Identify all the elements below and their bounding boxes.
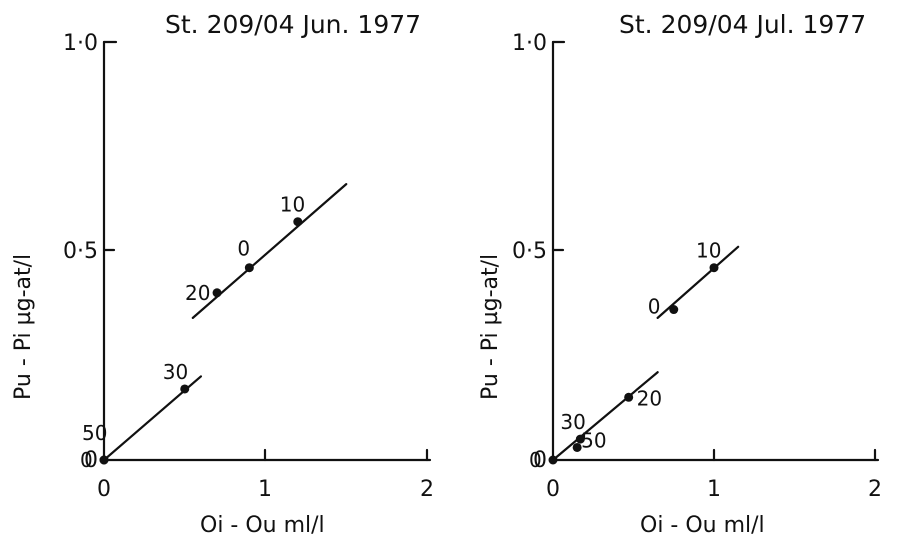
point-label: 30 [560, 410, 585, 434]
point-label: 0 [529, 448, 542, 472]
point-label: 0 [648, 295, 661, 319]
x-tick-label: 2 [420, 477, 434, 502]
y-axis-label: Pu - Pi µg-at/l [478, 254, 503, 400]
y-tick-label: 0 [533, 448, 547, 473]
x-axis-label: Oi - Ou ml/l [640, 513, 765, 538]
data-point [293, 217, 303, 227]
y-tick-label: 0 [84, 448, 98, 473]
point-label: 30 [163, 360, 188, 384]
panel-july: St. 209/04 Jul. 1977 1·0 0·5 0 0 1 2 Oi … [478, 10, 882, 538]
data-point [180, 384, 190, 394]
data-point [212, 288, 222, 298]
point-label: 0 [237, 237, 250, 261]
x-tick-label: 1 [707, 477, 721, 502]
fit-line [191, 183, 348, 319]
point-label: 20 [185, 281, 210, 305]
panel-june: St. 209/04 Jun. 1977 1·0 0·5 0 0 1 2 Oi … [11, 10, 434, 538]
point-label: 50 [82, 421, 107, 445]
x-tick-label: 0 [97, 477, 111, 502]
data-point [99, 455, 109, 465]
data-point [709, 263, 719, 273]
data-point [548, 455, 558, 465]
y-tick-label: 0·5 [512, 239, 547, 264]
point-label: 50 [581, 428, 606, 452]
x-tick-label: 2 [868, 477, 882, 502]
x-tick-label: 1 [258, 477, 272, 502]
y-tick-label: 1·0 [63, 31, 98, 56]
chart-title: St. 209/04 Jun. 1977 [165, 10, 421, 39]
point-label: 0 [80, 448, 93, 472]
data-point [575, 434, 585, 444]
point-label: 10 [280, 193, 305, 217]
y-tick-label: 0·5 [63, 239, 98, 264]
x-axis-label: Oi - Ou ml/l [200, 513, 325, 538]
fit-line [551, 371, 659, 462]
point-label: 10 [696, 239, 721, 263]
point-label: 20 [637, 386, 662, 410]
chart-title: St. 209/04 Jul. 1977 [619, 10, 866, 39]
y-tick-label: 1·0 [512, 31, 547, 56]
data-point [624, 392, 634, 402]
x-tick-label: 0 [546, 477, 560, 502]
plot-marks: 0 50 30 20 0 10 [80, 183, 348, 472]
data-point [572, 442, 582, 452]
data-point [669, 305, 679, 315]
y-axis-label: Pu - Pi µg-at/l [11, 254, 36, 400]
data-point [244, 263, 254, 273]
